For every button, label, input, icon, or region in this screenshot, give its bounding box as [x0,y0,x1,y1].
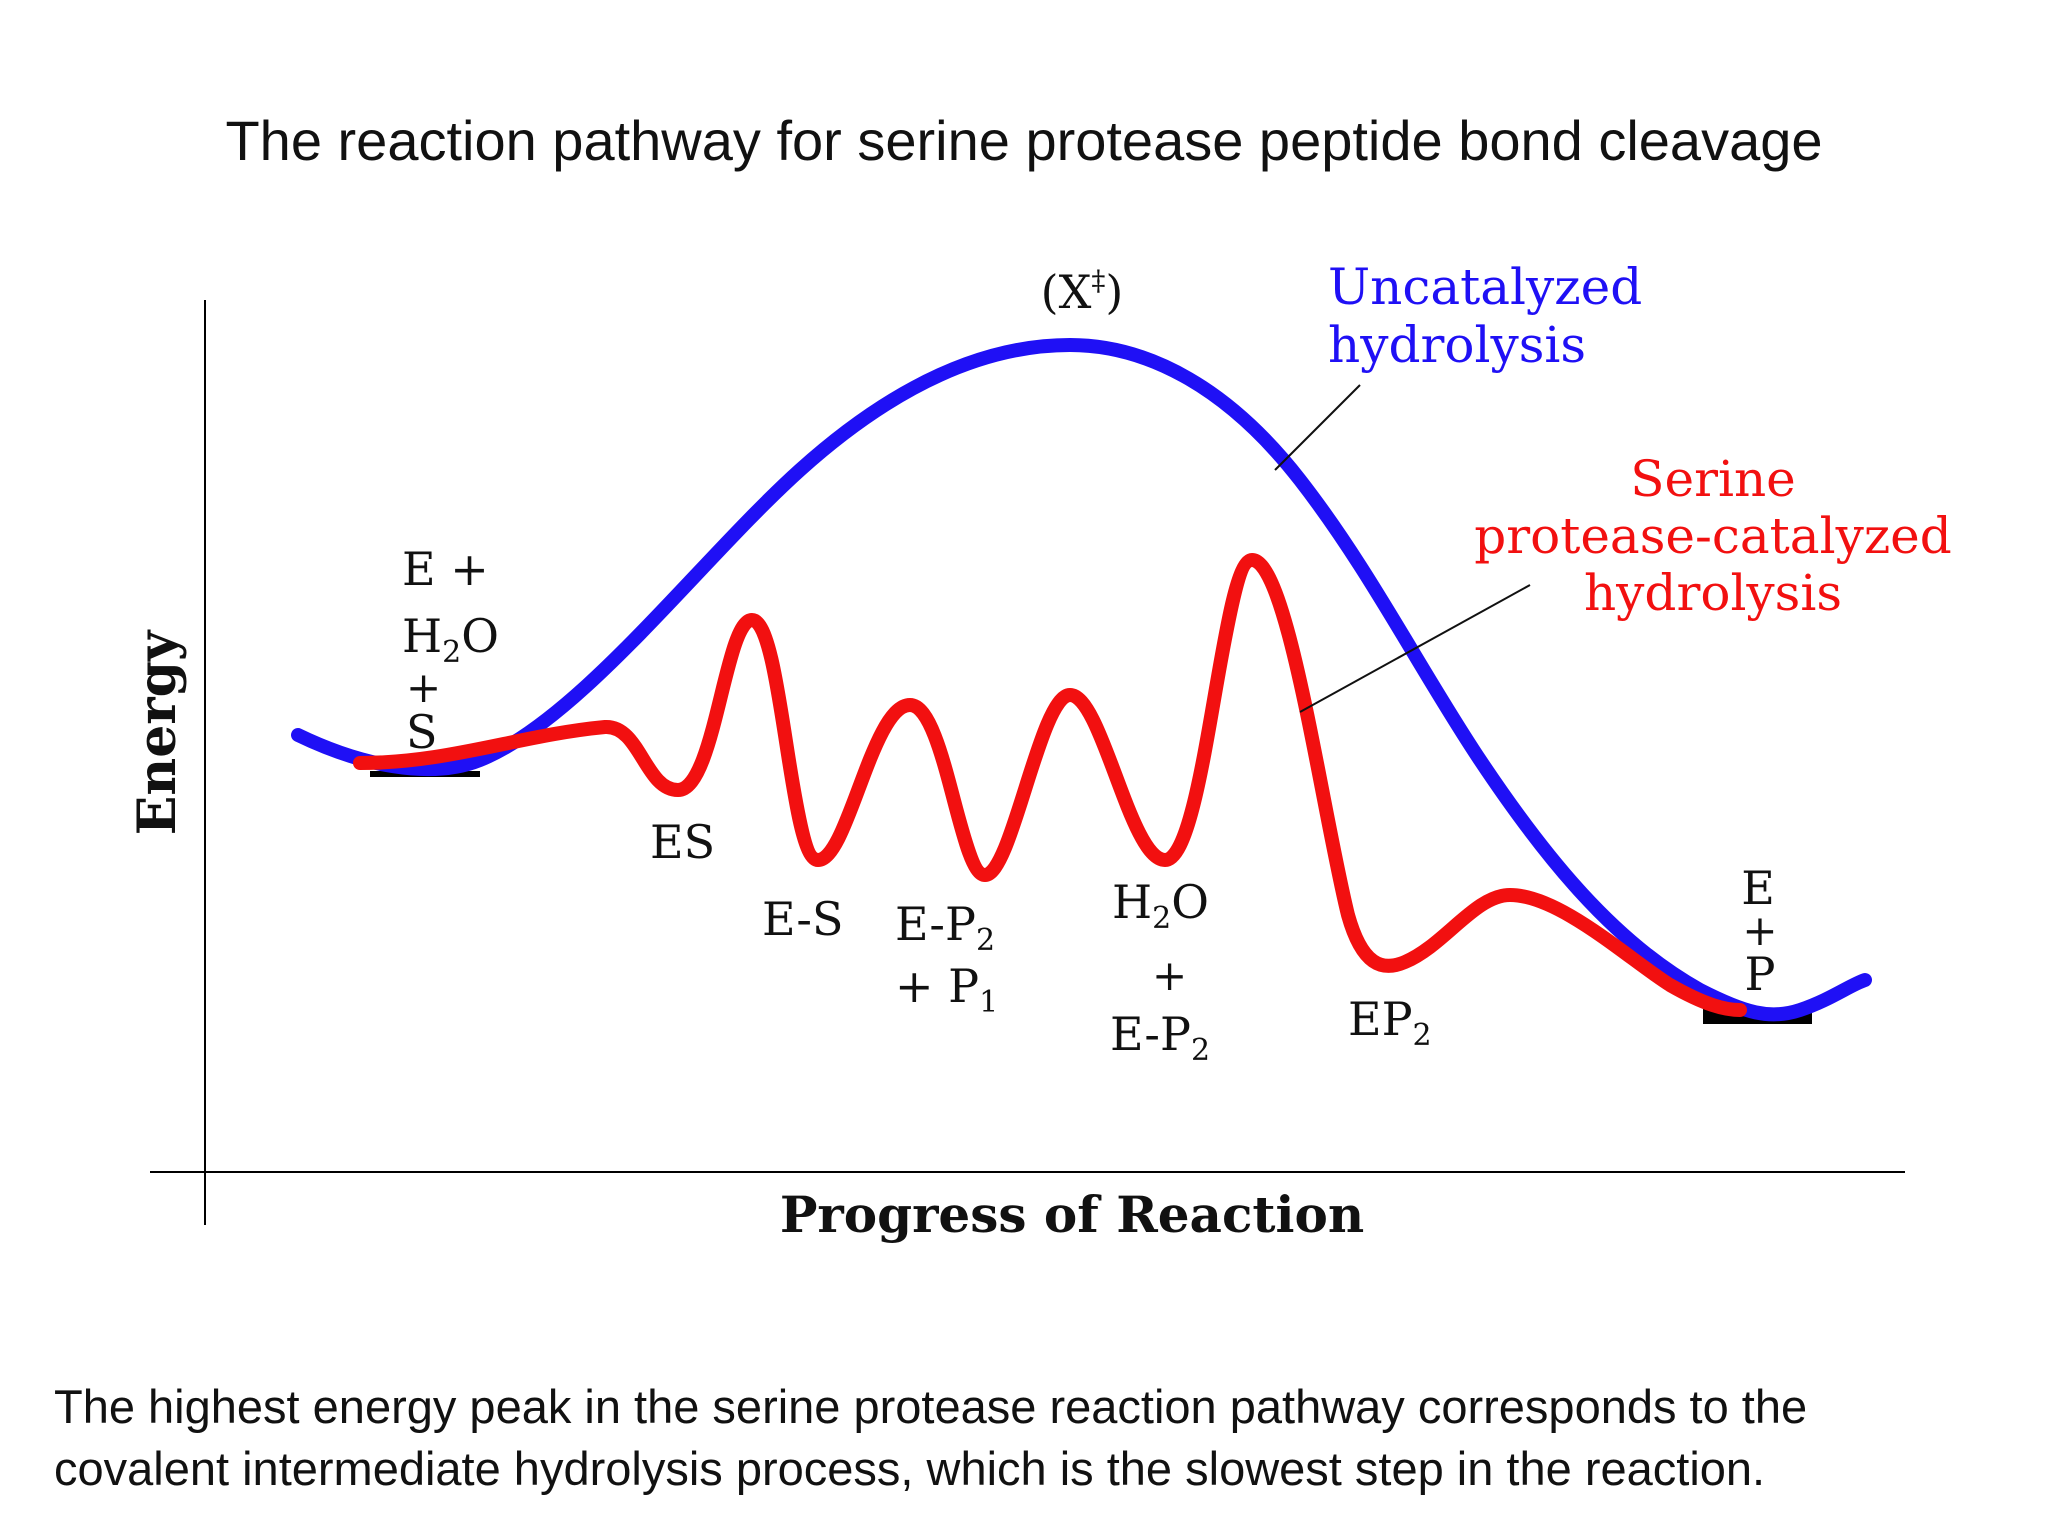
footnote-line2: covalent intermediate hydrolysis process… [54,1442,1766,1495]
state-h2o-plus: + [1152,951,1187,1000]
transition-state-label: (X‡) [1041,264,1124,319]
reactants-s: S [406,705,438,759]
uncatalyzed-curve [291,337,1872,1022]
state-ep2: E-P2 [895,897,995,958]
state-plus-p1: + P1 [895,959,998,1020]
footnote: The highest energy peak in the serine pr… [54,1376,2014,1500]
uncatalyzed-leader-line [1274,384,1361,471]
products-plus: + [1742,906,1777,955]
footnote-line1: The highest energy peak in the serine pr… [54,1380,1808,1433]
slide-title: The reaction pathway for serine protease… [225,109,1823,172]
catalyzed-label-line3: hydrolysis [1584,564,1842,622]
catalyzed-label-line1: Serine [1630,450,1796,508]
x-axis-label: Progress of Reaction [780,1185,1364,1244]
y-axis-label: Energy [127,629,188,835]
state-es: ES [650,815,715,869]
catalyzed-curve [353,552,1747,1017]
products-p: P [1745,947,1776,1001]
catalyzed-label-line2: protease-catalyzed [1474,507,1952,565]
uncatalyzed-label-line2: hydrolysis [1328,316,1586,374]
state-e-p2: E-P2 [1110,1007,1210,1068]
state-h2o: H2O [1112,875,1209,936]
state-ep2-intermediate: EP2 [1348,992,1432,1053]
reactants-plus: + [406,663,441,712]
reactants-line1: E + [402,542,489,596]
catalyzed-leader-line [1299,584,1531,713]
products-e: E [1741,861,1775,915]
state-e-s: E-S [762,892,844,946]
reactants-h2o: H2O [402,609,499,670]
uncatalyzed-label-line1: Uncatalyzed [1328,258,1642,316]
